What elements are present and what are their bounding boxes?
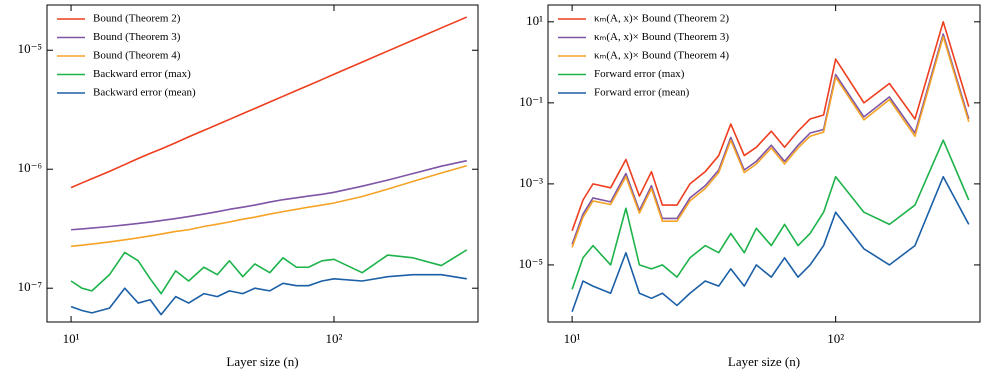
legend-label: Bound (Theorem 2) — [93, 13, 181, 25]
series-line — [70, 159, 467, 231]
y-tick-label: 10⁻¹ — [519, 94, 543, 109]
series-line — [571, 35, 970, 248]
plot-area: 10¹ 10² 10⁻⁷ 10⁻⁶ 10⁻⁵ Layer size (n) Bound (T… — [18, 4, 479, 369]
y-tick-label: 10⁻³ — [519, 175, 543, 190]
legend-label: κₘ(A, x)× Bound (Theorem 4) — [594, 50, 729, 62]
legend: κₘ(A, x)× Bound (Theorem 2) κₘ(A, x)× Bou… — [558, 13, 729, 99]
axes-frame — [46, 4, 479, 323]
series-line — [70, 16, 468, 189]
legend-label: Backward error (max) — [93, 68, 191, 80]
series-line — [70, 273, 467, 316]
y-tick-label: 10¹ — [526, 13, 543, 28]
legend-label: Forward error (mean) — [594, 87, 690, 99]
series-line — [70, 164, 468, 248]
x-tick-label: 10² — [326, 331, 343, 346]
y-tick-label: 10⁻⁵ — [519, 256, 543, 271]
x-axis-label: Layer size (n) — [226, 354, 298, 369]
series-line — [70, 249, 468, 295]
legend-label: κₘ(A, x)× Bound (Theorem 3) — [594, 31, 729, 43]
legend-label: Bound (Theorem 4) — [93, 50, 181, 62]
legend-label: κₘ(A, x)× Bound (Theorem 2) — [594, 13, 729, 25]
series-line — [571, 33, 970, 245]
x-tick-label: 10¹ — [564, 331, 581, 346]
series-line — [571, 139, 970, 290]
series-line — [571, 21, 970, 231]
legend: Bound (Theorem 2) Bound (Theorem 3) Bound … — [57, 13, 196, 99]
x-tick-label: 10¹ — [63, 331, 80, 346]
y-tick-label: 10⁻⁶ — [18, 160, 42, 175]
legend-label: Bound (Theorem 3) — [93, 31, 181, 43]
series-line — [571, 175, 970, 312]
axes-frame — [547, 4, 981, 323]
plot-area: 10¹ 10² 10⁻⁵ 10⁻³ 10⁻¹ 10¹ Layer size (n) κₘ(A,… — [519, 4, 981, 369]
legend-label: Backward error (mean) — [93, 87, 196, 99]
y-tick-label: 10⁻⁵ — [18, 41, 42, 56]
x-tick-label: 10² — [827, 331, 844, 346]
legend-label: Forward error (max) — [594, 68, 685, 80]
y-tick-label: 10⁻⁷ — [18, 279, 42, 294]
x-axis-label: Layer size (n) — [728, 354, 800, 369]
